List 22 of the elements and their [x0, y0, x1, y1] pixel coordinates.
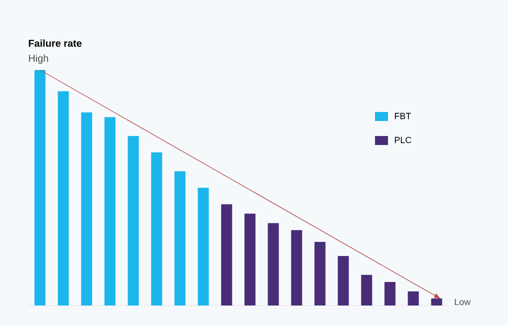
bar [128, 136, 139, 306]
bar [221, 204, 232, 306]
bar [291, 230, 302, 306]
annotation: PLC [394, 136, 412, 144]
bar [151, 152, 162, 306]
annotation: FBT [394, 112, 411, 120]
bar [198, 188, 209, 306]
bar [361, 274, 372, 306]
text: Low [454, 298, 471, 306]
bar [244, 214, 256, 306]
bar [34, 70, 46, 306]
bar [314, 242, 326, 306]
bar [104, 117, 116, 306]
y-axis-title: Failure rate [28, 39, 82, 47]
text: High [29, 54, 48, 64]
bar [81, 112, 92, 306]
bar [58, 91, 69, 306]
bar [408, 291, 419, 306]
bar [268, 223, 279, 306]
bar [384, 282, 396, 306]
bar [338, 256, 349, 306]
bar [174, 171, 186, 306]
